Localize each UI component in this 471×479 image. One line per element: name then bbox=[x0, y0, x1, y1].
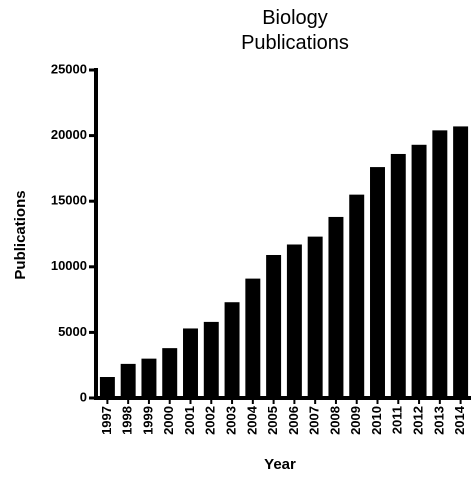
x-tick-label: 2012 bbox=[410, 406, 425, 435]
x-tick-label: 1998 bbox=[120, 406, 135, 435]
x-tick-label: 2001 bbox=[182, 406, 197, 435]
bar bbox=[390, 153, 406, 398]
bar bbox=[245, 278, 261, 398]
x-tick-label: 2013 bbox=[431, 406, 446, 435]
x-tick-label: 1997 bbox=[99, 406, 114, 435]
y-tick-label: 25000 bbox=[51, 61, 87, 76]
bar bbox=[120, 363, 136, 398]
bar bbox=[266, 254, 282, 398]
x-tick-label: 2007 bbox=[307, 406, 322, 435]
x-tick-label: 2005 bbox=[265, 406, 280, 435]
y-tick-label: 10000 bbox=[51, 258, 87, 273]
x-tick-label: 2006 bbox=[286, 406, 301, 435]
y-tick-label: 20000 bbox=[51, 127, 87, 142]
bar bbox=[162, 348, 178, 398]
y-tick-label: 15000 bbox=[51, 193, 87, 208]
x-tick-label: 2009 bbox=[348, 406, 363, 435]
x-tick-label: 1999 bbox=[140, 406, 155, 435]
x-tick-label: 2002 bbox=[203, 406, 218, 435]
y-tick-label: 5000 bbox=[58, 324, 87, 339]
bar bbox=[99, 377, 115, 398]
x-axis-label: Year bbox=[264, 456, 296, 473]
bar bbox=[141, 358, 157, 398]
bar bbox=[224, 302, 240, 398]
x-tick-label: 2008 bbox=[327, 406, 342, 435]
chart-title: Biology Publications bbox=[241, 7, 349, 54]
x-tick-label: 2010 bbox=[369, 406, 384, 435]
x-tick-label: 2000 bbox=[161, 406, 176, 435]
x-tick-label: 2004 bbox=[244, 405, 259, 435]
bar bbox=[453, 126, 469, 398]
bar bbox=[328, 216, 344, 398]
bar bbox=[286, 244, 302, 398]
x-tick-label: 2014 bbox=[452, 405, 467, 435]
bar bbox=[349, 194, 365, 398]
bar bbox=[411, 144, 427, 398]
bar bbox=[183, 328, 198, 398]
bar bbox=[203, 321, 219, 398]
bar bbox=[307, 236, 323, 398]
bar bbox=[432, 130, 448, 399]
y-axis-label: Publications bbox=[12, 190, 29, 279]
y-tick-label: 0 bbox=[80, 389, 87, 404]
x-tick-label: 2011 bbox=[390, 406, 405, 434]
bar bbox=[370, 167, 385, 398]
x-tick-label: 2003 bbox=[223, 406, 238, 435]
